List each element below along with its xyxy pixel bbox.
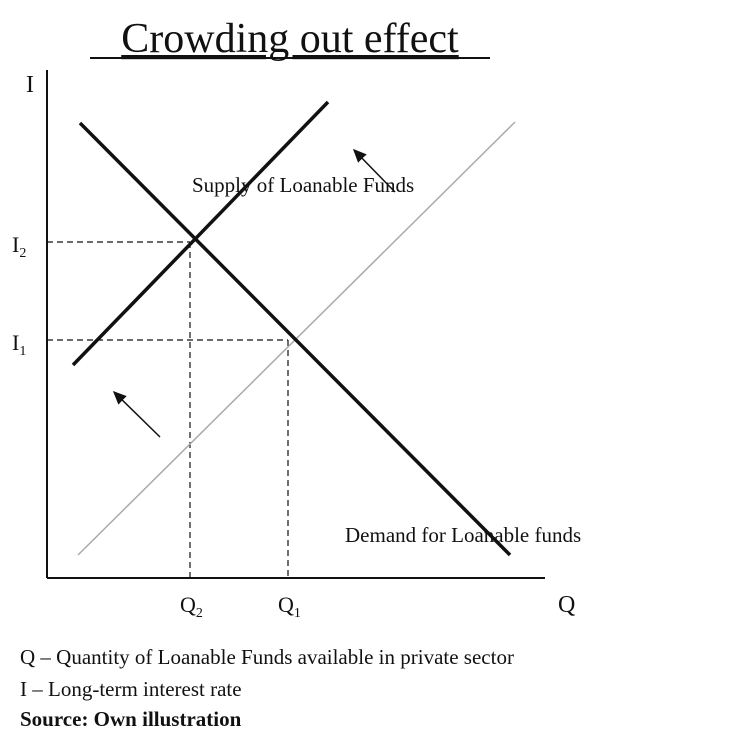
x-axis-label: Q: [558, 592, 575, 618]
legend-line: I – Long-term interest rate: [20, 677, 242, 701]
demand-label: Demand for Loanable funds: [345, 523, 581, 547]
supply-label: Supply of Loanable Funds: [192, 173, 414, 197]
title: Crowding out effect: [121, 16, 459, 62]
demand-curve: [78, 121, 512, 557]
y-axis-label: I: [26, 72, 34, 98]
x-label: Q2: [180, 592, 203, 621]
y-label: I1: [12, 330, 26, 359]
legend-line: Q – Quantity of Loanable Funds available…: [20, 645, 514, 669]
shift-arrow: [112, 390, 161, 438]
y-label: I2: [12, 232, 26, 261]
guide-lines: [47, 241, 289, 578]
shift-arrow: [352, 148, 396, 193]
x-label: Q1: [278, 592, 301, 621]
supply-curve: [71, 100, 330, 367]
source: Source: Own illustration: [20, 707, 242, 731]
